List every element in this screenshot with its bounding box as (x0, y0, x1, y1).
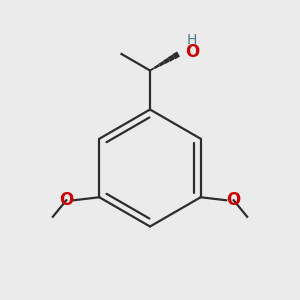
Text: H: H (187, 33, 197, 47)
Text: O: O (185, 44, 199, 62)
Text: O: O (226, 191, 241, 209)
Text: O: O (59, 191, 74, 209)
